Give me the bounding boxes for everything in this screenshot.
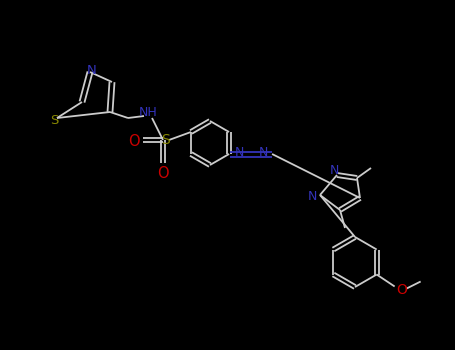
- Text: S: S: [162, 133, 170, 147]
- Text: O: O: [396, 282, 407, 296]
- Text: N: N: [87, 63, 97, 77]
- Text: O: O: [157, 166, 169, 181]
- Text: NH: NH: [139, 105, 157, 119]
- Text: O: O: [128, 133, 140, 148]
- Text: S: S: [50, 114, 58, 127]
- Text: N: N: [307, 190, 317, 203]
- Text: N: N: [234, 147, 244, 160]
- Text: N: N: [258, 147, 268, 160]
- Text: N: N: [329, 163, 339, 176]
